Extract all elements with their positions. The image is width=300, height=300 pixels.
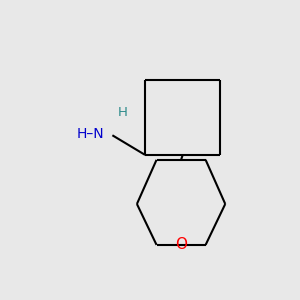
- Text: O: O: [175, 237, 187, 252]
- Text: H: H: [117, 106, 127, 119]
- Text: H–N: H–N: [76, 127, 104, 141]
